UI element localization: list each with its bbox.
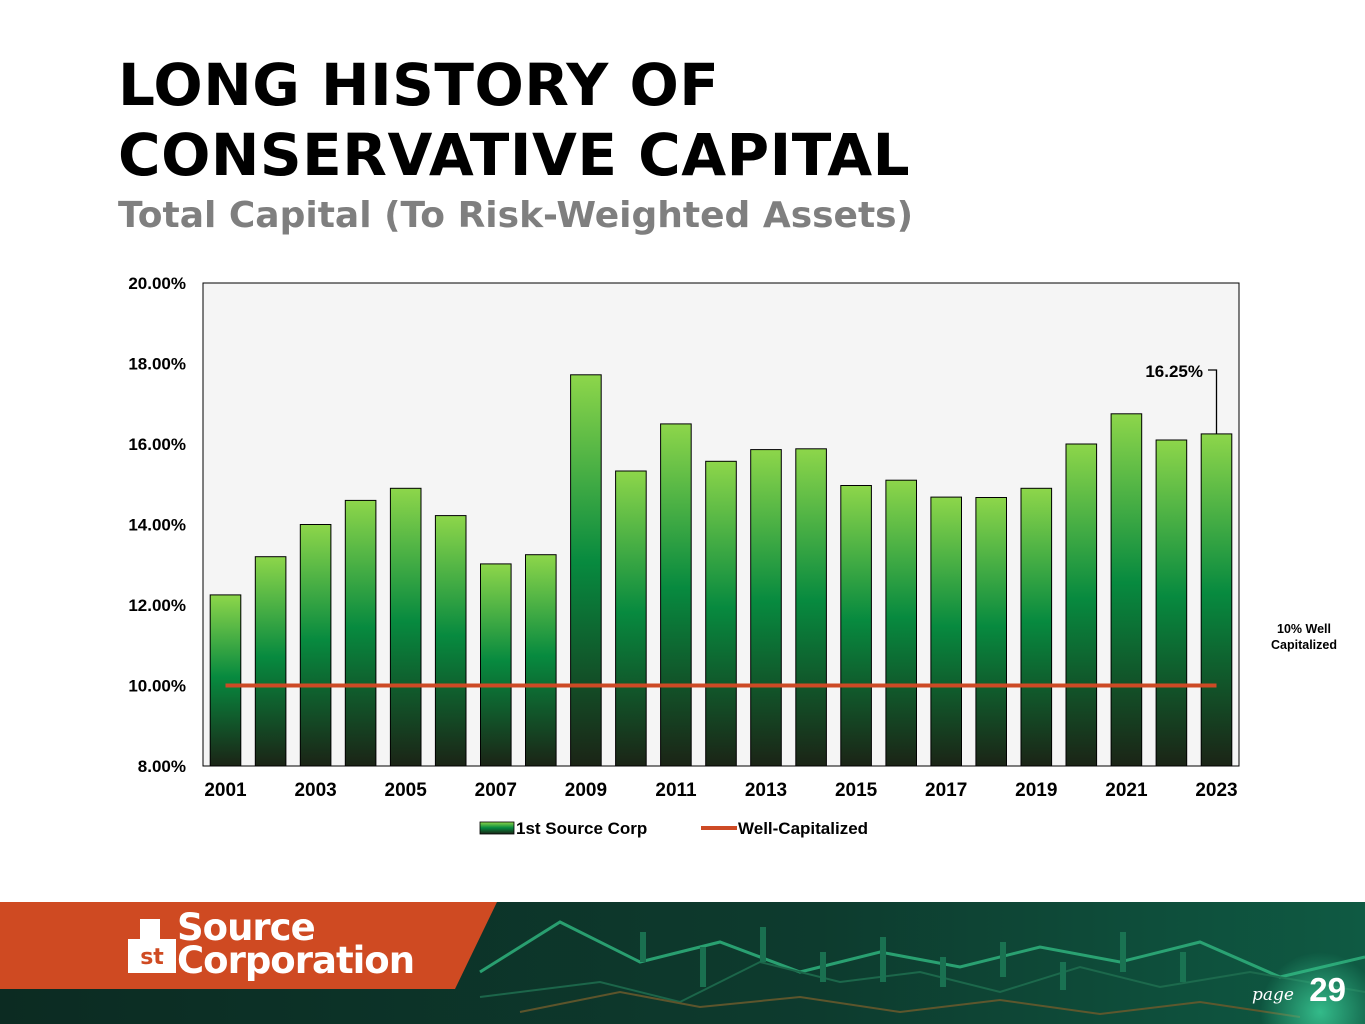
well-capitalized-note-line-2: Capitalized [1271, 638, 1337, 652]
footer-banner [0, 902, 1365, 1024]
x-tick-label: 2007 [475, 780, 517, 801]
bar-2003 [299, 524, 332, 767]
chart-legend: 1st Source Corp Well-Capitalized [479, 819, 868, 838]
bar-2018 [975, 497, 1008, 767]
y-tick-label: 8.00% [138, 757, 186, 776]
footer-brand-panel [0, 902, 497, 989]
logo-mark-text: st [140, 945, 164, 970]
x-tick-label: 2005 [385, 780, 428, 801]
logo-word-corporation: Corporation [177, 939, 415, 982]
x-tick-label: 2011 [655, 780, 697, 801]
bar-2014 [795, 448, 827, 767]
callout-leader-line [1208, 369, 1218, 434]
bar-2021 [1110, 413, 1143, 767]
x-tick-label: 2015 [835, 780, 878, 801]
callout: 16.25% [1145, 362, 1218, 434]
well-capitalized-note: 10% Well Capitalized [1258, 621, 1350, 653]
x-tick-label: 2021 [1105, 780, 1148, 801]
y-tick-label: 14.00% [128, 516, 186, 535]
legend-swatch-bars [479, 821, 515, 835]
bar-2023 [1200, 433, 1233, 767]
bar-2017 [930, 496, 963, 767]
bar-2010 [615, 470, 647, 767]
x-tick-label: 2023 [1195, 780, 1237, 801]
bar-2020 [1065, 443, 1098, 767]
y-tick-label: 12.00% [128, 596, 186, 615]
page-number: 29 [1309, 971, 1346, 1008]
capital-bar-chart: 8.00% 10.00% 12.00% 14.00% 16.00% 18.00% 20.00… [128, 274, 1240, 838]
x-tick-label: 2017 [925, 780, 967, 801]
bar-2008 [525, 554, 557, 767]
bar-2004 [344, 499, 377, 767]
x-tick-label: 2009 [565, 780, 607, 801]
bar-2007 [480, 563, 512, 767]
bar-2006 [434, 515, 467, 767]
y-tick-label: 10.00% [128, 677, 186, 696]
x-tick-label: 2003 [294, 780, 336, 801]
x-tick-label: 2001 [204, 780, 247, 801]
logo-word-source: Source [177, 906, 316, 949]
bar-2009 [570, 374, 602, 767]
page-title: LONG HISTORY OF CONSERVATIVE CAPITAL [118, 50, 910, 190]
page-label: page [1252, 985, 1294, 1005]
company-logo: Source Corporation [177, 906, 415, 982]
bar-2012 [705, 460, 737, 767]
bar-2016 [885, 479, 918, 767]
bar-2001 [209, 594, 242, 767]
x-tick-label: 2013 [745, 780, 787, 801]
bar-2002 [254, 556, 287, 767]
y-tick-label: 18.00% [128, 355, 186, 374]
legend-label-bars: 1st Source Corp [516, 819, 647, 838]
page-title-line-2: CONSERVATIVE CAPITAL [118, 121, 911, 189]
y-tick-label: 16.00% [128, 435, 186, 454]
x-tick-label: 2019 [1015, 780, 1057, 801]
stock-chart-graphic [479, 920, 1365, 1024]
logo-mark-icon: st [128, 919, 176, 973]
bar-2011 [660, 423, 692, 767]
bar-2013 [750, 449, 782, 767]
bar-2022 [1155, 439, 1188, 767]
well-capitalized-note-line-1: 10% Well [1277, 622, 1331, 636]
page-title-line-1: LONG HISTORY OF [118, 51, 720, 119]
bar-2015 [840, 485, 872, 767]
legend-label-line: Well-Capitalized [738, 819, 868, 838]
bar-2019 [1020, 487, 1053, 767]
bar-2005 [389, 487, 422, 767]
y-tick-label: 20.00% [128, 274, 186, 293]
page-subtitle: Total Capital (To Risk-Weighted Assets) [118, 195, 914, 236]
callout-label: 16.25% [1145, 362, 1203, 381]
